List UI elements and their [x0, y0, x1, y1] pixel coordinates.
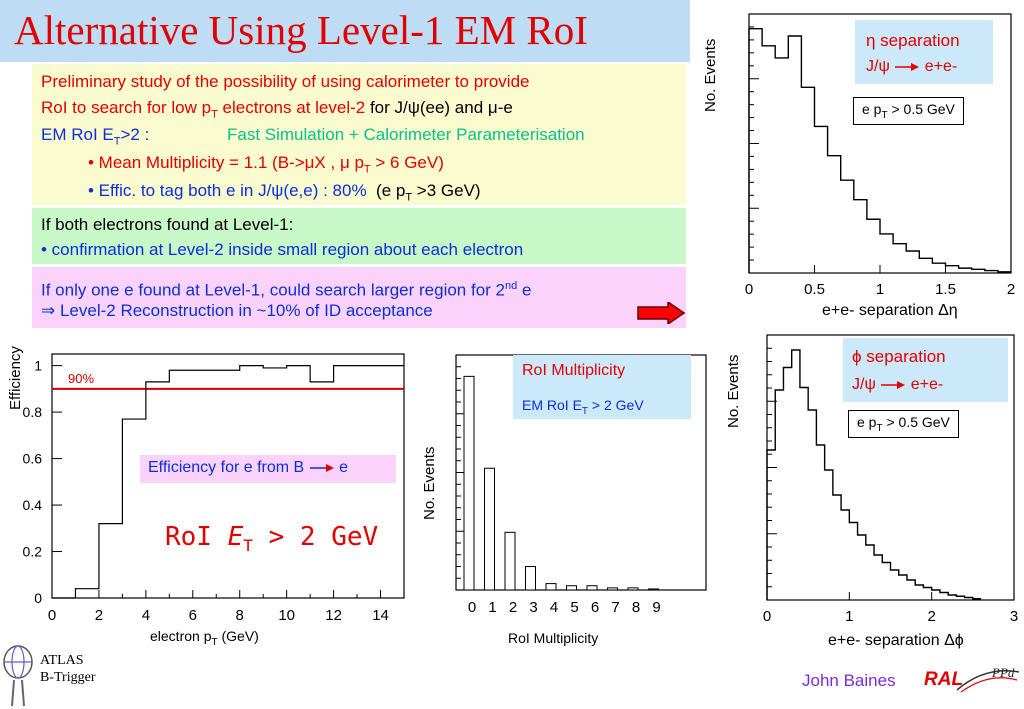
- efficiency-xtick-label: 12: [325, 607, 342, 624]
- both-line-1: If both electrons found at Level-1:: [41, 215, 294, 234]
- eta-subtitle: J/ψ e+e-: [866, 58, 958, 75]
- phi-cut-label: e pT > 0.5 GeV: [848, 410, 959, 438]
- efficiency-ytick-label: 0: [34, 590, 42, 606]
- multiplicity-xlabel: RoI Multiplicity: [508, 630, 599, 646]
- efficiency-chart: 00.20.40.60.810 2 4 6 8 10 12 14 90%: [23, 353, 405, 624]
- phi-xlabel: e+e- separation Δϕ: [828, 632, 964, 649]
- phi-title: ϕ separation: [852, 347, 946, 366]
- eta-ylabel: No. Events: [702, 38, 719, 112]
- multiplicity-bar: [586, 585, 598, 591]
- eta-xtick-label: 1.5: [935, 281, 956, 298]
- phi-xtick-label: 3: [1010, 608, 1018, 625]
- efficiency-xtick-label: 6: [189, 607, 197, 624]
- efficiency-ytick-label: 0.8: [23, 404, 43, 420]
- efficiency-histogram: [52, 365, 404, 599]
- eta-histogram: [748, 27, 1011, 273]
- eta-xtick-label: 1: [876, 281, 884, 298]
- both-line-2: • confirmation at Level-2 inside small r…: [41, 240, 524, 259]
- ral-logo-text: RAL: [924, 669, 964, 690]
- eta-xtick-label: 2: [1007, 281, 1015, 298]
- roi-threshold-label: RoI ET > 2 GeV: [165, 522, 379, 556]
- eta-cut-label: e pT > 0.5 GeV: [853, 97, 964, 125]
- multiplicity-bar: [648, 588, 659, 591]
- efficiency-xtick-label: 14: [372, 607, 389, 624]
- study-line-2: RoI to search for low pT electrons at le…: [41, 98, 513, 121]
- efficiency-xtick-label: 0: [48, 607, 56, 624]
- multiplicity-bar: [566, 585, 577, 591]
- efficiency-ytick-label: 0.4: [23, 497, 43, 513]
- ppd-logo-text: PPd: [992, 665, 1015, 680]
- phi-xtick-label: 2: [927, 608, 935, 625]
- multiplicity-bar: [545, 583, 557, 591]
- study-line-1: Preliminary study of the possibility of …: [41, 72, 530, 91]
- multiplicity-bar: [525, 566, 536, 591]
- multiplicity-subtitle: EM RoI ET > 2 GeV: [522, 397, 644, 417]
- multiplicity-bar: [463, 375, 475, 591]
- eta-title: η separation: [866, 31, 960, 50]
- efficiency-ytick-label: 1: [34, 358, 42, 374]
- multiplicity-xtick-label: 7: [611, 599, 619, 616]
- phi-histogram: [766, 349, 982, 600]
- multiplicity-bar: [504, 531, 516, 591]
- efficiency-ylabel: Efficiency: [7, 346, 24, 410]
- multiplicity-xtick-label: 8: [632, 599, 640, 616]
- ninety-percent-label: 90%: [68, 371, 94, 386]
- multiplicity-xtick-label: 4: [550, 599, 558, 616]
- eta-callout: [855, 20, 993, 84]
- efficiency-xtick-label: 4: [142, 607, 150, 624]
- arrow-icon: [309, 463, 334, 472]
- phi-xtick-label: 0: [763, 608, 771, 625]
- arrow-icon: [881, 380, 906, 389]
- multiplicity-bar: [484, 467, 495, 591]
- study-box: [32, 64, 686, 205]
- efficiency-ytick-label: 0.2: [23, 544, 43, 560]
- study-bullet-multiplicity: • Mean Multiplicity = 1.1 (B->μX , μ pT …: [88, 153, 444, 176]
- study-bullet-efficiency: • Effic. to tag both e in J/ψ(e,e) : 80%…: [88, 181, 481, 204]
- next-arrow-icon[interactable]: [636, 302, 686, 324]
- one-electron-box: [32, 267, 686, 328]
- multiplicity-xtick-label: 1: [488, 599, 496, 616]
- study-line-3: EM RoI ET>2 :: [41, 125, 150, 148]
- efficiency-xtick-label: 10: [278, 607, 295, 624]
- eta-xtick-label: 0.5: [804, 281, 825, 298]
- efficiency-annotation: Efficiency for e from B e: [148, 459, 349, 476]
- atlas-logo-icon: [3, 645, 33, 707]
- one-line-2: ⇒ Level-2 Reconstruction in ~10% of ID a…: [41, 301, 433, 320]
- one-line-1: If only one e found at Level-1, could se…: [41, 280, 532, 300]
- phi-callout: [843, 338, 1008, 402]
- eta-xtick-label: 0: [745, 281, 753, 298]
- efficiency-frame: [51, 353, 405, 599]
- multiplicity-xtick-label: 3: [529, 599, 537, 616]
- efficiency-xtick-label: 8: [236, 607, 244, 624]
- multiplicity-callout: [513, 355, 691, 419]
- multiplicity-xtick-label: 6: [591, 599, 599, 616]
- efficiency-xtick-label: 2: [95, 607, 103, 624]
- multiplicity-bar: [607, 587, 618, 591]
- phi-ylabel: No. Events: [725, 354, 742, 428]
- multiplicity-xtick-label: 2: [509, 599, 517, 616]
- multiplicity-title: RoI Multiplicity: [522, 362, 626, 379]
- title-banner: [0, 0, 690, 62]
- phi-subtitle: J/ψ e+e-: [852, 376, 944, 393]
- multiplicity-ylabel: No. Events: [421, 446, 438, 520]
- arrow-icon: [895, 62, 920, 71]
- eta-separation-chart: 0 0.5 1 1.5 2: [745, 13, 1015, 298]
- efficiency-xlabel: electron pT (GeV): [150, 628, 259, 648]
- phi-separation-chart: 0 1 2 3: [763, 334, 1018, 625]
- multiplicity-bar: [627, 587, 639, 591]
- multiplicity-xtick-label: 0: [468, 599, 476, 616]
- eta-xlabel: e+e- separation Δη: [822, 302, 958, 319]
- multiplicity-xtick-label: 9: [652, 599, 660, 616]
- ppd-swoosh-icon: [956, 670, 1020, 693]
- atlas-label: ATLAS B-Trigger: [40, 653, 96, 685]
- multiplicity-xtick-label: 5: [570, 599, 578, 616]
- phi-xtick-label: 1: [845, 608, 853, 625]
- slide-title: Alternative Using Level-1 EM RoI: [14, 7, 588, 53]
- both-electrons-box: [32, 208, 686, 264]
- author-name: John Baines: [802, 671, 896, 690]
- efficiency-annotation-box: [140, 455, 396, 483]
- efficiency-ytick-label: 0.6: [23, 451, 43, 467]
- study-line-3-method: Fast Simulation + Calorimeter Parameteri…: [227, 125, 585, 144]
